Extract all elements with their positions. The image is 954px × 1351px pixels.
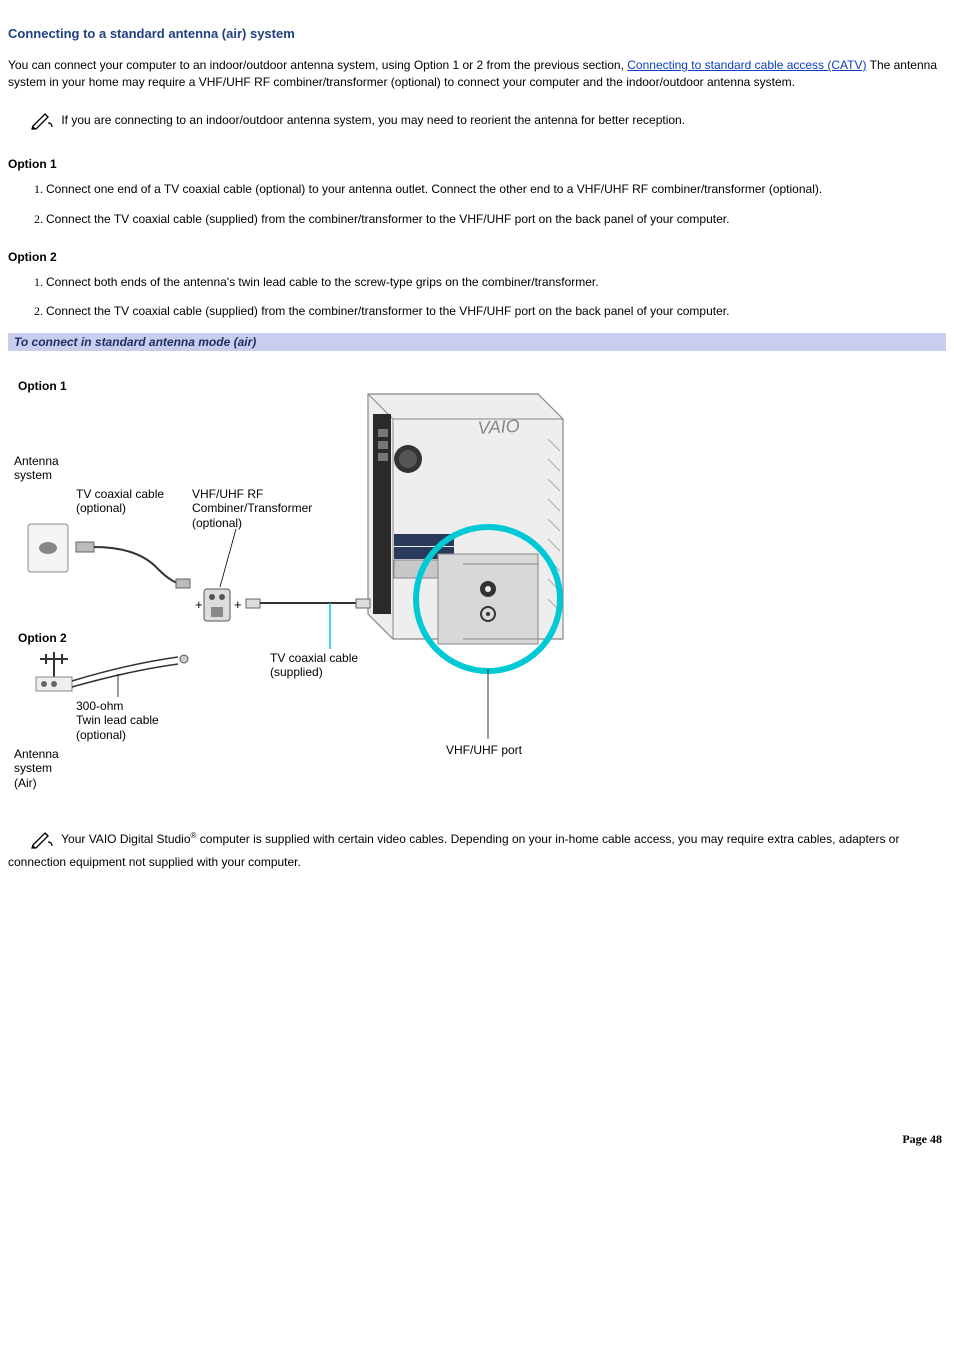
connection-diagram: VAIO + xyxy=(8,359,573,789)
note-text-1: If you are connecting to an indoor/outdo… xyxy=(58,113,685,127)
intro-paragraph: You can connect your computer to an indo… xyxy=(8,57,946,92)
page-title: Connecting to a standard antenna (air) s… xyxy=(8,26,946,41)
diagram-label-coax-optional: TV coaxial cable (optional) xyxy=(76,487,164,516)
list-item: Connect the TV coaxial cable (supplied) … xyxy=(46,211,946,228)
note-text-2a: Your VAIO Digital Studio xyxy=(58,832,191,846)
diagram-label-vhf-port: VHF/UHF port xyxy=(446,743,522,757)
coax-cable-supplied-icon xyxy=(246,599,370,649)
svg-text:VAIO: VAIO xyxy=(477,416,520,438)
note-supplied-cables: Your VAIO Digital Studio® computer is su… xyxy=(8,829,946,872)
catv-link[interactable]: Connecting to standard cable access (CAT… xyxy=(627,58,866,72)
antenna-air-icon xyxy=(36,652,72,691)
diagram-label-twin-lead: 300-ohm Twin lead cable (optional) xyxy=(76,699,159,742)
wall-plate-icon xyxy=(28,524,68,572)
option2-heading: Option 2 xyxy=(8,250,946,264)
option1-heading: Option 1 xyxy=(8,157,946,171)
diagram-label-opt1: Option 1 xyxy=(18,379,67,393)
option1-list: Connect one end of a TV coaxial cable (o… xyxy=(14,181,946,228)
port-detail-icon xyxy=(438,554,538,644)
diagram-label-antenna-system: Antenna system xyxy=(14,454,59,483)
option2-list: Connect both ends of the antenna's twin … xyxy=(14,274,946,321)
pencil-note-icon xyxy=(30,110,56,135)
diagram-caption: To connect in standard antenna mode (air… xyxy=(8,333,946,351)
pencil-note-icon xyxy=(30,829,56,854)
diagram-label-coax-supplied: TV coaxial cable (supplied) xyxy=(270,651,358,680)
svg-text:+: + xyxy=(234,597,242,612)
diagram-label-combiner: VHF/UHF RF Combiner/Transformer (optiona… xyxy=(192,487,312,530)
list-item: Connect the TV coaxial cable (supplied) … xyxy=(46,303,946,320)
diagram-label-opt2: Option 2 xyxy=(18,631,67,645)
combiner-icon: + + xyxy=(195,589,242,621)
list-item: Connect both ends of the antenna's twin … xyxy=(46,274,946,291)
coax-cable-1-icon xyxy=(76,542,190,588)
page-number: Page 48 xyxy=(8,1132,946,1147)
twin-lead-cable-icon xyxy=(72,655,188,687)
diagram-label-antenna-air: Antenna system (Air) xyxy=(14,747,59,790)
note-reorient: If you are connecting to an indoor/outdo… xyxy=(8,110,946,135)
list-item: Connect one end of a TV coaxial cable (o… xyxy=(46,181,946,198)
intro-text-1: You can connect your computer to an indo… xyxy=(8,58,627,72)
svg-text:+: + xyxy=(195,597,203,612)
